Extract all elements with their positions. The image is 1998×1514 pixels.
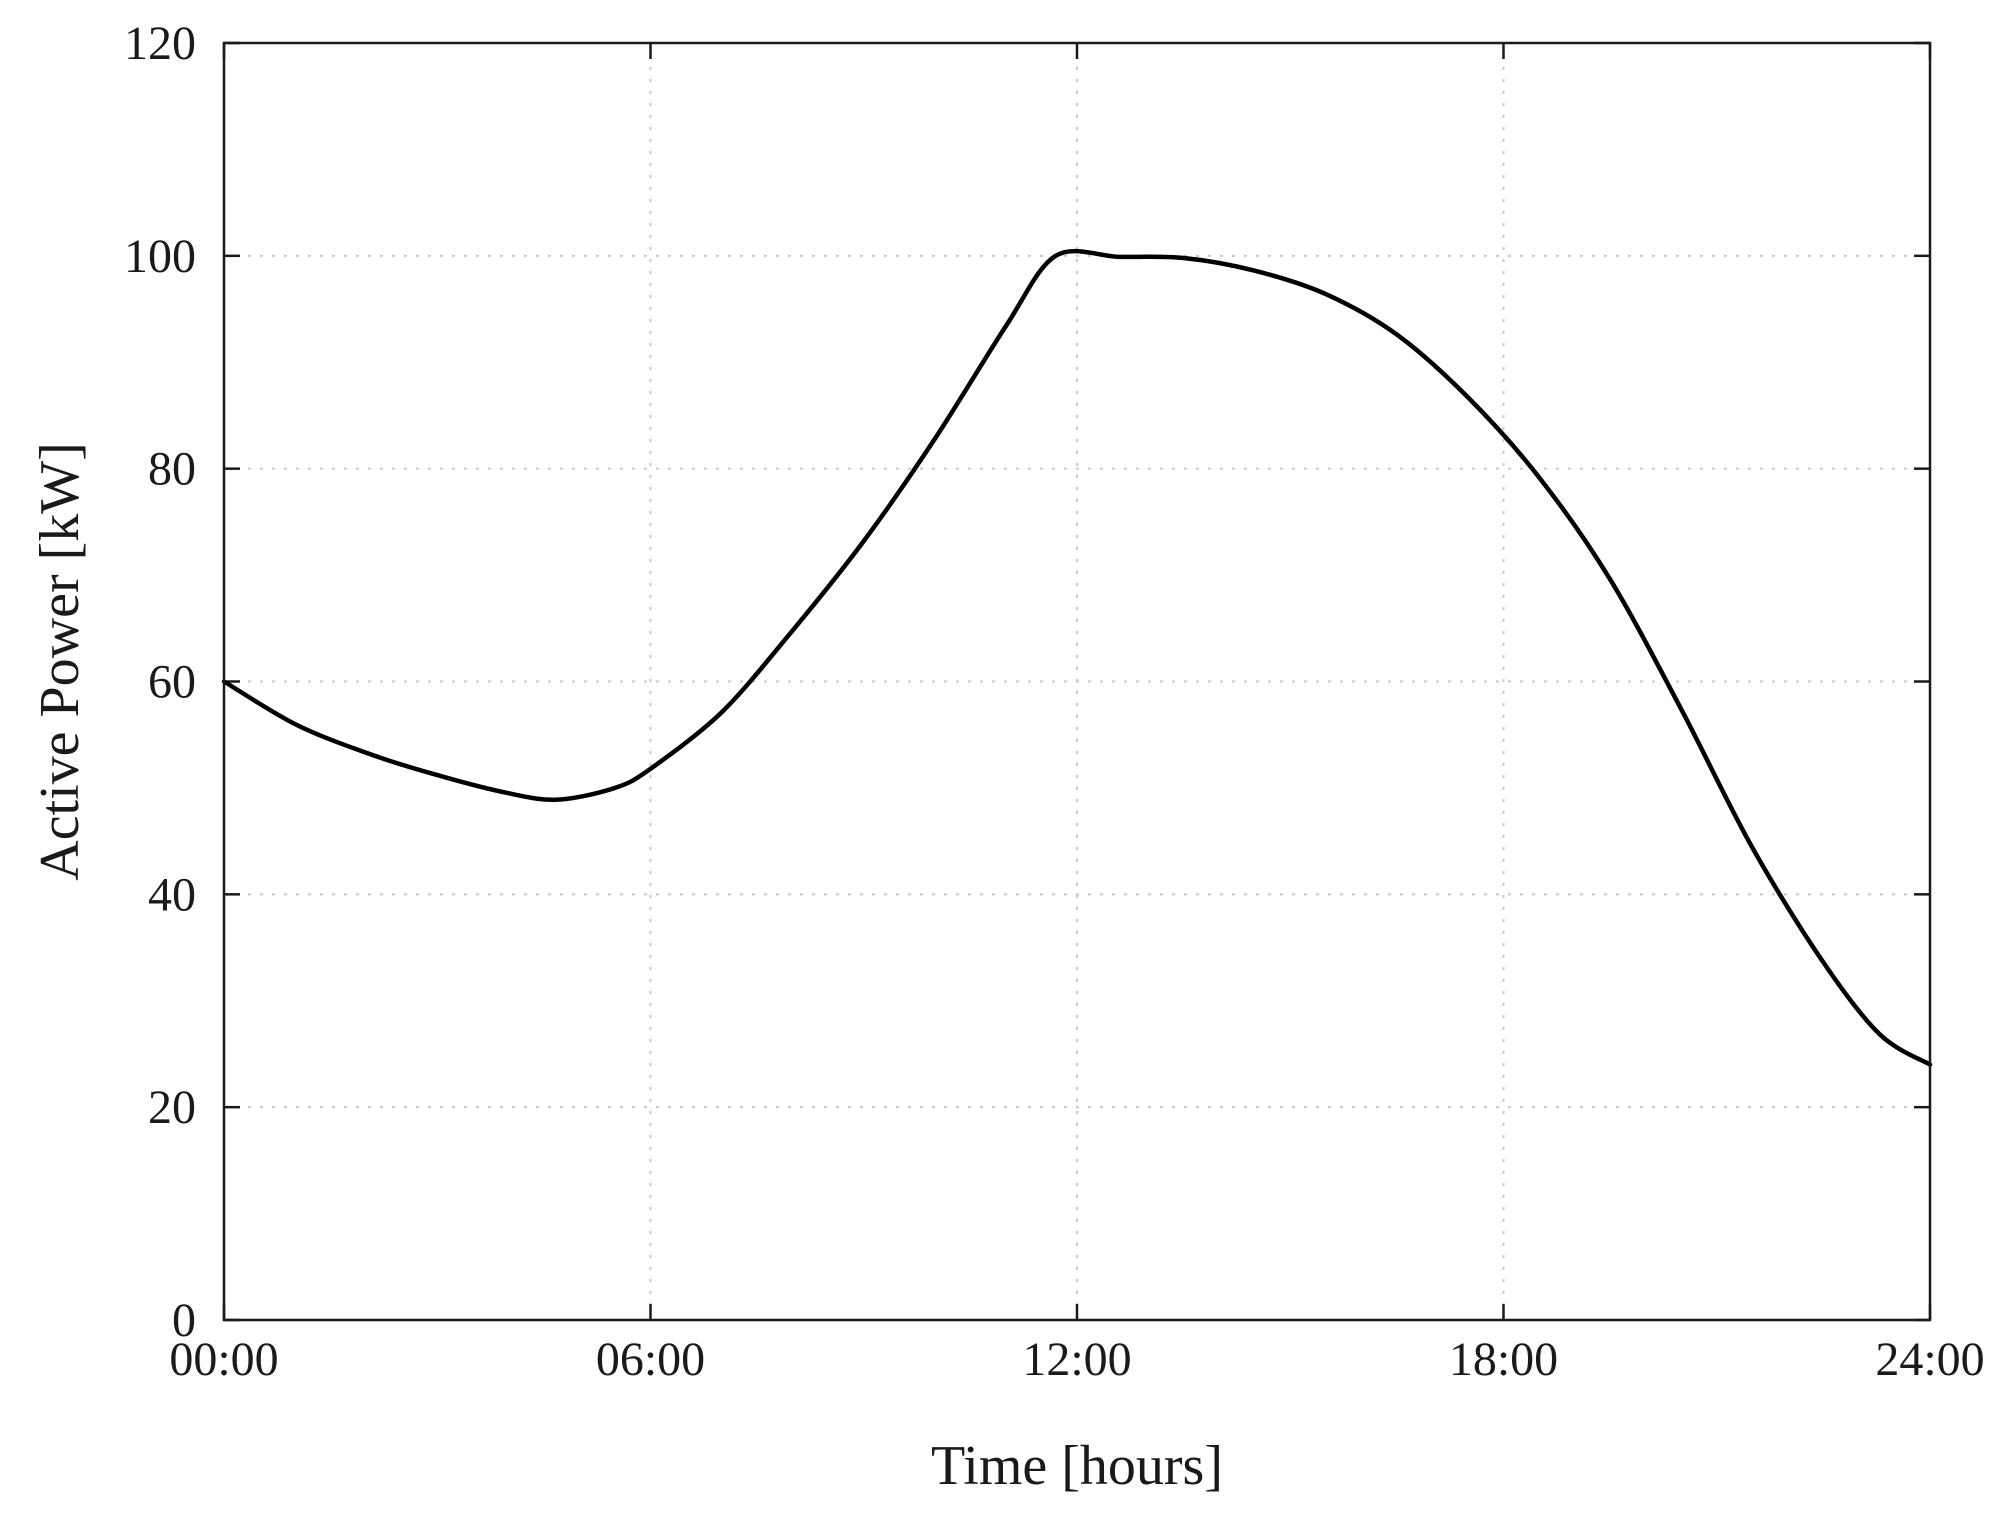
grid-lines [224,43,1930,1320]
y-tick-labels: 0 20 40 60 80 100 120 [124,17,196,1347]
x-tick-label: 12:00 [1022,1333,1131,1386]
y-axis-title: Active Power [kW] [29,442,91,881]
x-axis-title: Time [hours] [931,1435,1223,1497]
y-tick-label: 80 [148,443,196,496]
x-tick-label: 24:00 [1875,1333,1984,1386]
series-line-0 [221,248,1933,1067]
y-tick-label: 0 [172,1294,196,1347]
y-tick-label: 60 [148,656,196,709]
y-tick-label: 40 [148,868,196,921]
y-tick-label: 120 [124,17,196,70]
series-layer [221,248,1933,1067]
x-tick-label: 00:00 [169,1333,278,1386]
x-tick-label: 06:00 [596,1333,705,1386]
x-tick-labels: 00:00 06:00 12:00 18:00 24:00 [169,1333,1984,1386]
x-tick-label: 18:00 [1449,1333,1558,1386]
y-tick-label: 20 [148,1081,196,1134]
plot-frame [222,41,1932,1322]
y-tick-label: 100 [124,230,196,283]
